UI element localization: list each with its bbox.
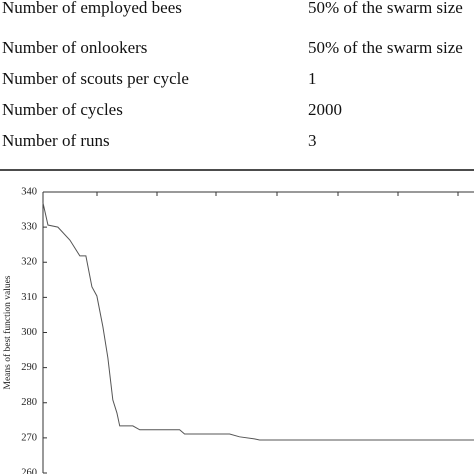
row-label: Number of onlookers [2, 38, 147, 57]
y-tick-label: 300 [21, 327, 37, 338]
y-axis-label: Means of best function values [2, 275, 13, 389]
x-top-ticks [96, 192, 459, 196]
y-tick-label: 280 [21, 397, 37, 408]
row-value: 1 [308, 69, 317, 88]
y-tick-label: 310 [21, 292, 37, 303]
row-value: 50% of the swarm size [308, 0, 463, 17]
row-label: Number of cycles [2, 100, 123, 119]
data-line [42, 202, 474, 441]
y-tick-label: 320 [21, 257, 37, 268]
row-value: 50% of the swarm size [308, 38, 463, 57]
row-value: 3 [308, 131, 317, 150]
row-label: Number of employed bees [2, 0, 182, 17]
row-value: 2000 [308, 100, 342, 119]
y-tick-label: 260 [21, 467, 37, 474]
y-tick-label: 330 [21, 222, 37, 233]
y-tick-label: 290 [21, 362, 37, 373]
y-tick-label: 270 [21, 432, 37, 443]
row-label: Number of scouts per cycle [2, 69, 189, 88]
y-tick-label: 340 [21, 186, 37, 197]
row-label: Number of runs [2, 131, 110, 150]
